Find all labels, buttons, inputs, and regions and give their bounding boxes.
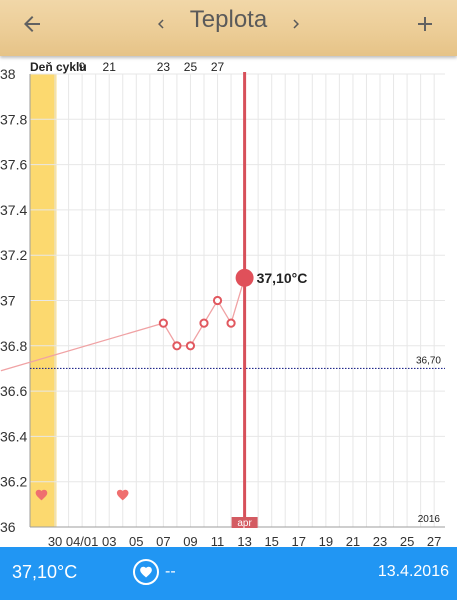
heart-icon	[140, 566, 152, 578]
x-tick-label: 17	[292, 534, 306, 547]
temperature-point	[158, 318, 168, 328]
x-tick-label: 23	[373, 534, 387, 547]
x-tick-label: 21	[346, 534, 360, 547]
y-tick-label: 36.2	[0, 474, 27, 490]
chevron-left-icon	[158, 19, 164, 29]
temperature-point	[185, 341, 196, 351]
x-tick-label: 13	[237, 534, 251, 547]
page-title: Teplota	[189, 6, 268, 33]
y-tick-label: 36.8	[0, 338, 27, 354]
cycle-day-number: 25	[184, 60, 198, 74]
y-tick-label: 37.8	[0, 111, 27, 127]
x-tick-label: 07	[156, 534, 170, 547]
cycle-day-number: 21	[103, 60, 117, 74]
y-tick-label: 36.6	[0, 383, 27, 399]
arrow-left-icon	[24, 16, 40, 32]
y-tick-label: 37.4	[0, 202, 27, 218]
cycle-day-number: 9	[79, 60, 86, 74]
heart-icon	[116, 489, 129, 501]
temperature-point	[172, 341, 182, 351]
bottom-status-bar: 37,10°C -- 13.4.2016	[0, 547, 457, 600]
temperature-point	[226, 318, 236, 328]
y-tick-label: 37.2	[0, 247, 27, 263]
cycle-day-number: 23	[157, 60, 171, 74]
x-tick-label: 27	[427, 534, 441, 547]
x-tick-label: 11	[211, 534, 225, 547]
selected-temperature: 37,10°C	[12, 562, 78, 582]
cycle-day-number: 27	[211, 60, 225, 74]
x-tick-label: 05	[129, 534, 143, 547]
temperature-chart[interactable]: 36,70 38 37.8 37.6 37.4 37.2 37 36.8 36.6 36.4 36…	[0, 56, 457, 547]
top-app-bar: Teplota	[0, 0, 457, 56]
plus-icon	[418, 17, 432, 31]
baseline-label: 36,70	[416, 355, 441, 366]
heart-icon	[35, 489, 48, 501]
add-button[interactable]	[405, 0, 445, 48]
x-tick-label: 30	[48, 534, 62, 547]
y-tick-label: 37	[0, 293, 16, 309]
selected-date: 13.4.2016	[377, 563, 449, 580]
previous-button[interactable]	[146, 0, 176, 48]
temperature-point	[212, 295, 223, 306]
back-button[interactable]	[12, 0, 52, 48]
y-tick-label: 38	[0, 66, 16, 82]
month-badge	[231, 517, 258, 528]
selected-point	[235, 268, 254, 287]
x-tick-label: 25	[400, 534, 414, 547]
x-tick-label: 15	[264, 534, 278, 547]
x-tick-label: 04/01	[66, 534, 99, 547]
month-label: apr	[237, 518, 252, 529]
selected-temperature-label: 37,10°C	[257, 270, 308, 286]
y-tick-label: 37.6	[0, 157, 27, 173]
chevron-right-icon	[293, 19, 299, 29]
year-label: 2016	[418, 514, 441, 525]
intercourse-value: --	[165, 563, 176, 580]
x-tick-label: 19	[319, 534, 333, 547]
temperature-point	[199, 318, 209, 328]
y-tick-label: 36.4	[0, 428, 27, 444]
intercourse-button[interactable]	[133, 559, 159, 585]
x-tick-label: 09	[183, 534, 197, 547]
cycle-day-label: Deň cyklu	[30, 60, 87, 74]
y-tick-label: 36	[0, 519, 16, 535]
next-button[interactable]	[281, 0, 311, 48]
x-tick-label: 03	[102, 534, 116, 547]
